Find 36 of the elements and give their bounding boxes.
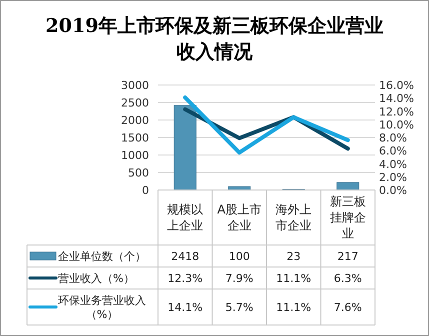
y2-tick-label: 0.0% — [379, 184, 407, 197]
y-tick-label: 2500 — [121, 96, 149, 110]
x-tick-label: 新三板挂牌企业 — [330, 194, 366, 240]
data-label: 11.1% — [276, 272, 312, 285]
data-label: 11.1% — [276, 301, 312, 314]
data-label: 100 — [228, 250, 250, 263]
y2-tick-label: 6.0% — [379, 144, 407, 158]
legend-label: 环保业务营业收入（%） — [58, 294, 146, 321]
x-tick-label: 规模以上企业 — [167, 202, 204, 232]
y-tick-label: 3000 — [121, 79, 149, 92]
y2-tick-label: 4.0% — [379, 158, 407, 171]
y2-tick-label: 2.0% — [379, 170, 407, 184]
y-tick-label: 1000 — [121, 149, 149, 162]
x-tick-label: A股上市企业 — [217, 202, 262, 232]
data-label: 12.3% — [168, 272, 203, 285]
y-tick-label: 0 — [142, 184, 149, 197]
data-label: 217 — [337, 250, 358, 263]
legend-label: 企业单位数（个） — [58, 250, 146, 263]
x-tick-label: 海外上市企业 — [276, 202, 312, 232]
data-label: 5.7% — [225, 301, 254, 314]
data-label: 2418 — [171, 250, 200, 263]
data-label: 14.1% — [168, 301, 203, 314]
y2-tick-label: 16.0% — [379, 79, 414, 92]
data-label: 7.6% — [334, 301, 362, 314]
y-tick-label: 1500 — [121, 132, 149, 144]
data-label: 23 — [286, 250, 301, 263]
data-label: 6.3% — [334, 272, 362, 285]
y-tick-label: 2000 — [121, 114, 149, 127]
data-label: 7.9% — [225, 272, 254, 285]
chart-title: 2019年上市环保及新三板环保企业营业收入情况 — [46, 15, 384, 63]
y2-tick-label: 8.0% — [379, 132, 407, 144]
y2-tick-label: 12.0% — [379, 105, 414, 118]
legend-label: 营业收入（%） — [58, 272, 134, 285]
y2-tick-label: 14.0% — [379, 92, 414, 106]
y-tick-label: 500 — [128, 166, 149, 180]
y2-tick-label: 10.0% — [379, 118, 414, 132]
